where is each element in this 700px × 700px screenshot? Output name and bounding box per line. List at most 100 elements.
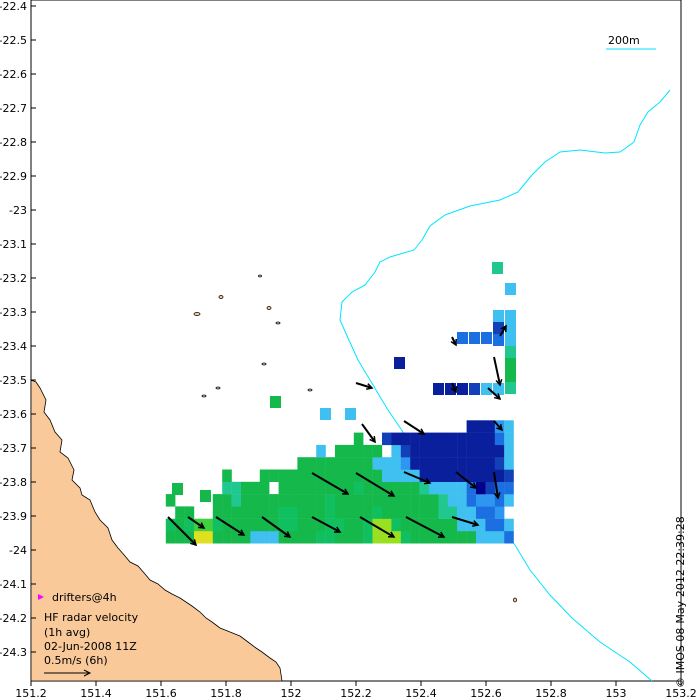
velocity-cell	[494, 432, 505, 446]
velocity-cell	[485, 432, 495, 446]
velocity-cell	[447, 457, 458, 470]
velocity-arrowhead	[437, 531, 446, 538]
lon-tick-label: 152.2	[340, 687, 372, 700]
velocity-cell	[410, 506, 420, 519]
velocity-cell	[212, 494, 223, 507]
velocity-cell	[400, 481, 411, 495]
velocity-cell	[447, 469, 458, 482]
velocity-arrowhead	[417, 428, 426, 435]
velocity-cell	[476, 469, 486, 482]
velocity-cell	[363, 531, 373, 544]
velocity-cell	[476, 444, 486, 458]
velocity-cell	[485, 531, 495, 544]
velocity-cell	[457, 432, 467, 446]
velocity-cell	[400, 469, 411, 482]
velocity-cell	[410, 432, 420, 446]
velocity-cell	[203, 531, 213, 544]
velocity-cell	[391, 494, 401, 507]
velocity-cell	[269, 506, 279, 519]
lat-tick-label: -23.5	[0, 374, 27, 387]
velocity-cell	[476, 457, 486, 470]
velocity-cell	[306, 457, 317, 470]
lon-tick-label: 151.8	[210, 687, 242, 700]
velocity-cell	[391, 469, 401, 482]
velocity-cell	[278, 531, 289, 544]
velocity-arrow	[403, 471, 431, 484]
lat-tick-label: -23	[9, 204, 27, 217]
latitude-axis: -22.4 -22.5 -22.6 -22.7 -22.8 -22.9 -23 -23.1 -2…	[0, 0, 36, 659]
longitude-axis: 151.2 151.4 151.6 151.8 152 152.2 152.4 152.6 15…	[15, 681, 697, 700]
velocity-cell	[372, 469, 383, 482]
velocity-arrow	[359, 516, 395, 538]
velocity-cell	[288, 518, 298, 532]
velocity-cell	[505, 382, 516, 394]
velocity-cell	[410, 531, 420, 544]
velocity-cell	[391, 432, 401, 446]
velocity-cell	[505, 310, 516, 322]
velocity-arrowhead	[333, 526, 342, 533]
velocity-cell	[320, 408, 331, 420]
velocity-cell	[429, 518, 439, 532]
velocity-cell	[382, 432, 392, 446]
velocity-arrow	[361, 423, 376, 443]
velocity-cell	[259, 518, 270, 532]
velocity-cell	[175, 531, 185, 544]
velocity-cell	[466, 432, 477, 446]
velocity-cell	[363, 469, 373, 482]
velocity-arrowhead	[450, 338, 457, 347]
velocity-cell	[325, 494, 336, 507]
velocity-cell	[457, 444, 467, 458]
velocity-cell	[438, 506, 448, 519]
velocity-cell	[447, 444, 458, 458]
velocity-cell	[382, 506, 392, 519]
velocity-cell	[231, 518, 242, 532]
velocity-cell	[504, 494, 514, 507]
velocity-cell	[505, 346, 516, 358]
velocity-cell	[494, 444, 505, 458]
velocity-cell	[493, 310, 504, 322]
velocity-cell	[494, 518, 505, 532]
velocity-cell	[278, 481, 289, 495]
velocity-cell	[353, 457, 364, 470]
velocity-arrowhead	[341, 488, 350, 495]
velocity-cell	[457, 494, 467, 507]
velocity-cell	[466, 457, 477, 470]
velocity-cell	[476, 531, 486, 544]
velocity-cell	[288, 481, 298, 495]
velocity-arrow	[403, 420, 425, 435]
islands	[193, 274, 517, 603]
velocity-cell	[165, 531, 176, 544]
velocity-cell	[325, 481, 336, 495]
velocity-cell	[485, 469, 495, 482]
velocity-cell	[429, 481, 439, 495]
velocity-cell	[485, 457, 495, 470]
velocity-cell	[372, 444, 383, 458]
velocity-cell	[494, 481, 505, 495]
velocity-arrow	[493, 356, 501, 386]
lat-tick-label: -22.5	[0, 34, 27, 47]
velocity-cell	[278, 494, 289, 507]
velocity-cell	[466, 420, 477, 433]
velocity-cell	[429, 432, 439, 446]
velocity-arrow	[487, 387, 501, 400]
velocity-cell	[353, 506, 364, 519]
velocity-cell	[400, 506, 411, 519]
lat-tick-label: -22.8	[0, 136, 27, 149]
velocity-cell	[372, 531, 383, 544]
velocity-cell	[504, 518, 514, 532]
lon-tick-label: 152	[281, 687, 302, 700]
velocity-cell	[391, 506, 401, 519]
velocity-cell	[419, 506, 430, 519]
velocity-cell	[466, 481, 477, 495]
velocity-cell	[203, 518, 213, 532]
velocity-cell	[259, 494, 270, 507]
island	[275, 321, 281, 325]
velocity-cell	[429, 444, 439, 458]
velocity-cell	[410, 457, 420, 470]
velocity-cell	[288, 494, 298, 507]
velocity-cell	[165, 494, 176, 507]
legend-scale-arrowhead-icon	[83, 669, 92, 677]
velocity-arrowhead	[197, 522, 206, 529]
velocity-cell	[212, 518, 223, 532]
velocity-cell	[419, 494, 430, 507]
